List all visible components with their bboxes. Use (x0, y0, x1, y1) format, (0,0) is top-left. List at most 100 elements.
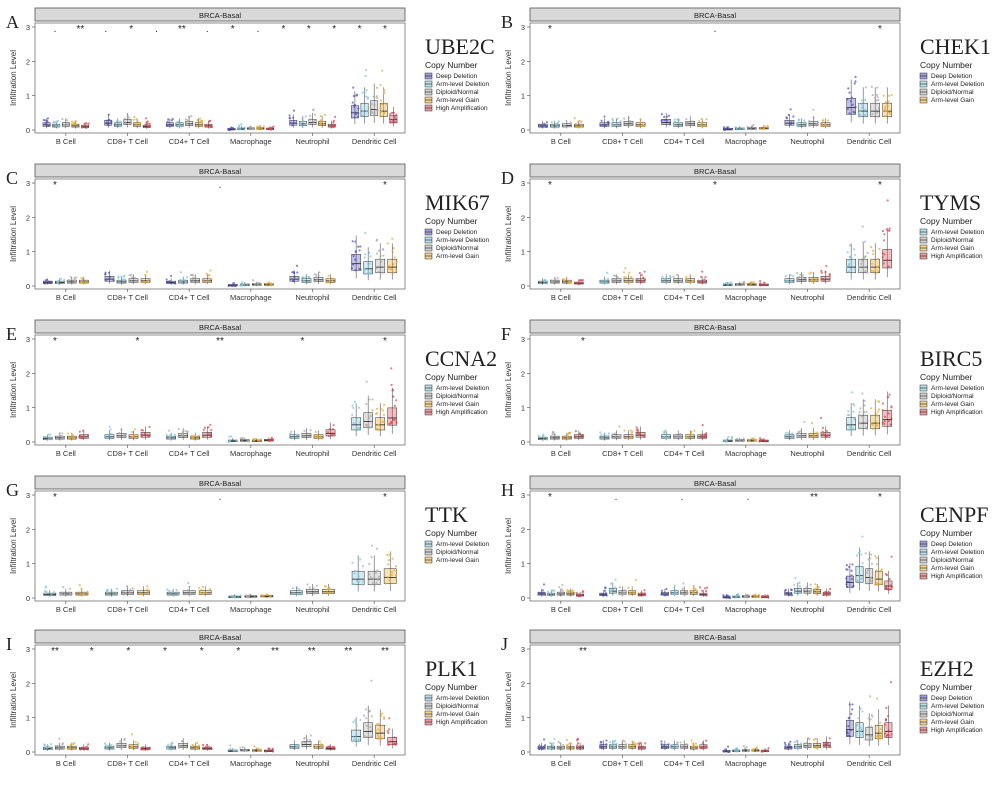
data-point (312, 592, 316, 595)
data-point (869, 733, 872, 737)
data-point (253, 437, 257, 441)
data-point (81, 746, 84, 749)
data-point (395, 421, 398, 424)
data-point (67, 432, 70, 435)
data-point (135, 123, 138, 127)
data-point (574, 122, 578, 125)
data-point (682, 582, 685, 585)
data-point (724, 748, 727, 751)
data-point (327, 431, 330, 434)
data-point (731, 435, 734, 439)
data-point (876, 257, 880, 260)
data-point (759, 279, 762, 283)
data-point (210, 747, 213, 750)
strip-background (34, 163, 406, 178)
data-point (660, 746, 663, 749)
data-point (854, 75, 857, 79)
x-tick-label: Dendritic Cell (352, 137, 397, 146)
data-point (175, 588, 178, 592)
data-point (178, 280, 182, 283)
data-point (557, 279, 561, 282)
data-point (44, 435, 47, 439)
data-point (139, 123, 142, 126)
data-point (354, 569, 357, 573)
data-point (309, 734, 312, 737)
data-point (85, 745, 88, 748)
data-point (385, 103, 388, 106)
data-point (608, 589, 611, 592)
data-point (295, 264, 299, 267)
data-point (232, 283, 235, 287)
x-tick-label: Macrophage (230, 605, 272, 614)
data-point (140, 435, 143, 438)
data-point (684, 435, 688, 438)
data-point (570, 742, 573, 745)
data-point (270, 284, 274, 287)
box (846, 575, 854, 588)
box (858, 102, 868, 118)
data-point (800, 275, 804, 279)
data-point (689, 589, 692, 592)
data-point (49, 594, 52, 597)
data-point (350, 267, 353, 270)
data-point (312, 743, 316, 747)
data-point (675, 273, 678, 276)
data-point (170, 123, 174, 127)
data-point (180, 740, 184, 743)
data-point (291, 436, 294, 440)
data-point (377, 249, 380, 252)
data-point (70, 123, 74, 126)
y-tick-label: 3 (521, 645, 525, 654)
data-point (147, 591, 150, 595)
data-point (753, 596, 756, 599)
data-point (701, 741, 705, 745)
data-point (120, 744, 123, 748)
significance-mark: * (358, 24, 362, 35)
significance-mark: ** (579, 646, 587, 657)
data-point (861, 535, 864, 538)
y-axis-label: Infiltration Level (9, 518, 18, 574)
data-point (867, 558, 870, 561)
data-point (332, 278, 336, 281)
data-point (689, 430, 693, 434)
panel-letter: A (6, 12, 19, 32)
significance-mark: ** (271, 646, 279, 657)
data-point (209, 125, 213, 129)
data-point (165, 745, 168, 748)
data-point (133, 115, 136, 118)
data-point (548, 747, 552, 750)
data-point (820, 124, 823, 128)
data-point (381, 69, 384, 72)
data-point (332, 433, 335, 436)
data-point (294, 593, 298, 596)
data-point (825, 429, 828, 433)
data-point (259, 282, 262, 285)
data-point (391, 268, 394, 271)
data-point (122, 590, 125, 594)
data-point (556, 435, 560, 438)
data-point (292, 592, 295, 595)
data-point (860, 728, 864, 731)
data-point (611, 281, 615, 284)
gene-name: PLK1 (425, 656, 478, 681)
data-point (315, 273, 318, 276)
data-point (850, 96, 853, 99)
strip-title: BRCA-Basal (694, 167, 736, 176)
data-point (375, 86, 379, 89)
data-point (178, 746, 181, 749)
data-point (677, 122, 681, 125)
data-point (689, 281, 692, 284)
data-point (318, 271, 321, 274)
data-point (605, 743, 608, 746)
data-point (804, 746, 808, 749)
data-point (550, 743, 554, 746)
data-point (799, 742, 803, 745)
data-point (599, 431, 602, 434)
data-point (853, 248, 856, 251)
data-point (813, 434, 816, 437)
data-point (380, 110, 383, 113)
data-point (802, 119, 806, 122)
data-point (882, 94, 885, 97)
data-point (61, 432, 64, 435)
